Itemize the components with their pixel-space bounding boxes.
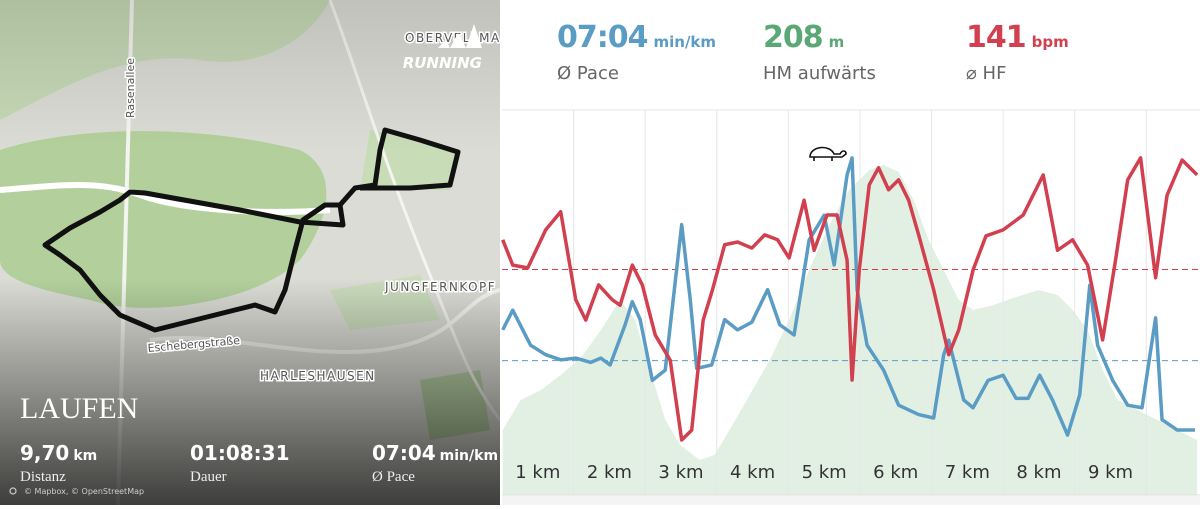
chart: 1 km 2 km 3 km 4 km 5 km 6 km 7 km 8 km 9 km	[501, 110, 1200, 496]
divider	[500, 0, 502, 505]
summary-number: 07:04	[557, 20, 648, 55]
x-tick-label: 8 km	[1016, 462, 1061, 483]
map: OBERVELLMA Rasenallee JUNGFERNKOPF Esche…	[0, 0, 502, 506]
turtle	[809, 146, 847, 158]
x-tick-label: 1 km	[515, 462, 560, 483]
series-line	[501, 156, 1195, 437]
summary-value: 208 m	[763, 20, 844, 55]
stat-unit: min/km	[440, 448, 498, 464]
summary-unit: m	[829, 33, 845, 51]
stat-label: Distanz	[20, 469, 66, 485]
summary-unit: min/km	[654, 33, 717, 51]
x-tick-label: 3 km	[658, 462, 703, 483]
summary-value: 07:04 min/km	[557, 20, 716, 55]
brand-mark	[438, 24, 482, 48]
x-tick-label: 5 km	[802, 462, 847, 483]
street-label: Rasenallee	[124, 58, 137, 118]
summary-label: ⌀ HF	[966, 63, 1006, 84]
slow-icon	[809, 146, 847, 161]
activity-title: LAUFEN	[20, 392, 138, 425]
stat-number: 01:08:31	[190, 441, 290, 465]
bottom-shade	[0, 0, 500, 505]
stat-value: 01:08:31	[190, 441, 290, 465]
turtle-legs	[813, 157, 833, 161]
summary-number: 141	[966, 20, 1026, 55]
brand-logo: RUNNING	[403, 24, 482, 72]
summary-label: HM aufwärts	[763, 63, 876, 84]
x-tick-label: 9 km	[1088, 462, 1133, 483]
footer	[502, 496, 1200, 505]
info-icon	[9, 487, 17, 495]
attribution: © Mapbox, © OpenStreetMap	[24, 487, 144, 496]
place-label: HARLESHAUSEN	[260, 369, 376, 383]
x-tick-label: 4 km	[730, 462, 775, 483]
x-tick-label: 7 km	[945, 462, 990, 483]
place-label: JUNGFERNKOPF	[384, 280, 496, 294]
brand-text: RUNNING	[403, 54, 482, 72]
summary-label: Ø Pace	[557, 63, 619, 84]
stat-unit: km	[73, 448, 97, 464]
stat-label: Dauer	[190, 469, 227, 485]
stat-number: 9,70	[20, 441, 69, 465]
stat-value: 9,70 km	[20, 441, 97, 465]
stat-label: Ø Pace	[372, 469, 415, 485]
summary-value: 141 bpm	[966, 20, 1069, 55]
summary-number: 208	[763, 20, 823, 55]
stat-value: 07:04 min/km	[372, 441, 498, 465]
summary: 07:04 min/km Ø Pace 208 m HM aufwärts 141 bpm ⌀ …	[557, 20, 1069, 84]
x-tick-label: 6 km	[873, 462, 918, 483]
series-line	[501, 156, 1199, 442]
x-tick-label: 2 km	[587, 462, 632, 483]
stat-number: 07:04	[372, 441, 436, 465]
summary-unit: bpm	[1032, 33, 1069, 51]
map-stats: 9,70 km Distanz 01:08:31 Dauer 07:04 min/km Ø P…	[20, 441, 498, 485]
